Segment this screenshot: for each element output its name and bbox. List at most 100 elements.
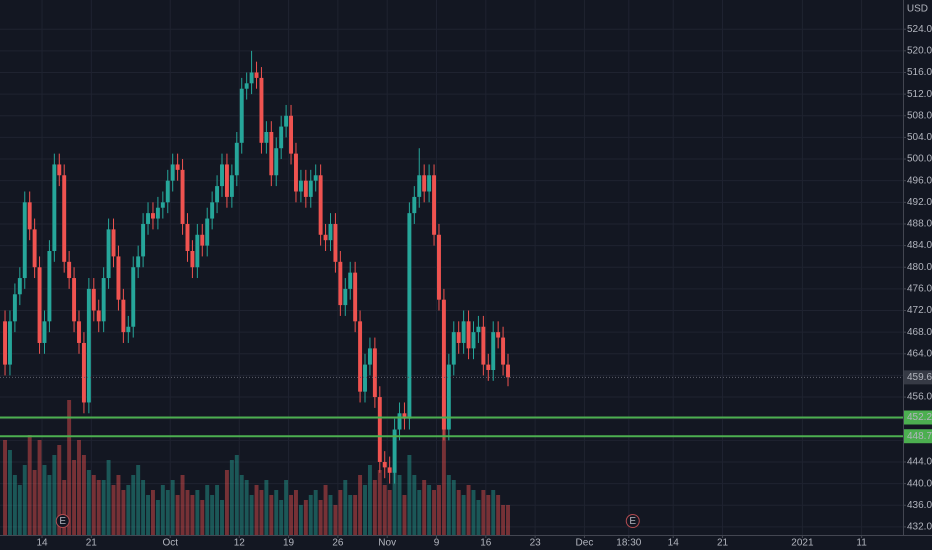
volume-bar xyxy=(160,485,165,535)
candle-body xyxy=(501,337,506,365)
volume-bar xyxy=(496,495,501,535)
volume-bar xyxy=(175,495,180,535)
candle-body xyxy=(116,256,121,300)
volume-bar xyxy=(136,465,141,535)
volume-bar xyxy=(205,485,210,535)
volume-bar xyxy=(141,480,146,535)
candle-body xyxy=(42,321,47,343)
volume-bar xyxy=(392,465,397,535)
candle-body xyxy=(96,310,101,322)
x-tick-label: 21 xyxy=(86,538,98,549)
volume-bar xyxy=(343,480,348,535)
candle-body xyxy=(111,229,116,257)
candle-body xyxy=(289,115,294,154)
candle-body xyxy=(259,77,264,143)
price-label-box xyxy=(904,410,932,425)
x-tick-label: 16 xyxy=(480,538,492,549)
volume-bar xyxy=(210,495,215,535)
volume-bar xyxy=(27,435,32,535)
x-tick-label: Oct xyxy=(162,538,178,549)
y-tick-label: 492.00 xyxy=(907,197,932,208)
candle-body xyxy=(215,186,220,203)
x-tick-label: 11 xyxy=(856,538,867,549)
candle-body xyxy=(412,196,417,214)
volume-bar xyxy=(501,505,506,535)
candle-body xyxy=(432,175,437,235)
x-tick-label: 26 xyxy=(332,538,344,549)
volume-bar xyxy=(170,480,175,535)
volume-bar xyxy=(407,455,412,535)
candle-body xyxy=(313,175,318,181)
volume-bar xyxy=(289,495,294,535)
candle-body xyxy=(294,153,298,192)
candle-body xyxy=(471,332,476,349)
volume-bar xyxy=(101,480,106,535)
volume-bar xyxy=(274,490,279,535)
candle-body xyxy=(358,321,363,392)
candle-body xyxy=(382,461,387,468)
volume-bar xyxy=(116,475,121,535)
candle-body xyxy=(185,223,190,252)
volume-bar xyxy=(32,470,37,535)
candle-body xyxy=(3,321,7,365)
candle-body xyxy=(264,131,269,143)
volume-bar xyxy=(397,475,402,535)
candle-body xyxy=(146,213,150,224)
candle-body xyxy=(372,348,377,398)
candle-body xyxy=(32,229,37,268)
price-label: 452.22 xyxy=(907,412,932,423)
volume-bar xyxy=(22,465,27,535)
candle-body xyxy=(229,175,234,197)
candle-body xyxy=(72,278,77,322)
candles xyxy=(3,50,510,484)
volume-bar xyxy=(86,470,91,535)
volume-bar xyxy=(57,445,62,535)
candle-body xyxy=(131,267,136,327)
volume-bar xyxy=(264,480,269,535)
y-tick-label: 520.00 xyxy=(907,45,932,56)
candle-body xyxy=(205,218,210,246)
volume-bar xyxy=(387,490,392,535)
y-tick-label: 444.00 xyxy=(907,457,932,468)
candle-body xyxy=(284,115,289,127)
candle-body xyxy=(417,175,422,197)
y-tick-label: 432.00 xyxy=(907,522,932,533)
candle-body xyxy=(392,429,397,473)
x-tick-label: Dec xyxy=(576,538,594,549)
candle-body xyxy=(427,175,432,192)
volume-bar xyxy=(229,460,234,535)
volume-bar xyxy=(338,490,343,535)
candle-body xyxy=(101,278,106,322)
event-marker xyxy=(625,514,640,528)
volume-bar xyxy=(437,485,441,535)
volume-bar xyxy=(348,495,353,535)
volume-bar xyxy=(146,495,150,535)
candle-body xyxy=(491,332,496,371)
candle-body xyxy=(323,234,328,241)
grid xyxy=(0,0,903,535)
candle-body xyxy=(170,164,175,181)
volume-bar xyxy=(422,480,427,535)
volume-bar xyxy=(412,475,417,535)
volume-bar xyxy=(151,490,155,535)
x-tick-label: 14 xyxy=(36,538,48,549)
volume-bar xyxy=(318,500,323,535)
volume-bar xyxy=(328,495,333,535)
candle-body xyxy=(180,169,185,224)
candle-body xyxy=(136,256,141,268)
y-tick-label: 476.00 xyxy=(907,284,932,295)
y-tick-label: 464.00 xyxy=(907,348,932,359)
y-tick-label: 440.00 xyxy=(907,478,932,489)
candle-body xyxy=(67,261,72,279)
candle-body xyxy=(254,72,259,78)
candle-body xyxy=(175,164,180,170)
candle-body xyxy=(461,321,466,343)
x-tick-label: 18:30 xyxy=(616,538,641,549)
volume-bar xyxy=(284,480,289,535)
volume-bar xyxy=(62,480,67,535)
candle-body xyxy=(387,467,392,473)
volume-bar xyxy=(313,490,318,535)
candle-body xyxy=(486,364,491,371)
